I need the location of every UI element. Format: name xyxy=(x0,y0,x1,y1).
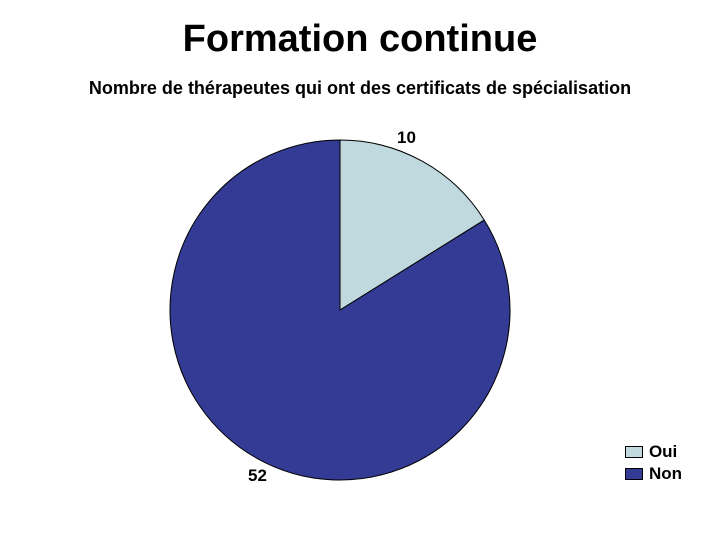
legend-swatch-oui xyxy=(625,446,643,458)
legend-item-oui: Oui xyxy=(625,442,682,462)
pie-label-oui: 10 xyxy=(397,128,416,148)
page-title: Formation continue xyxy=(0,18,720,61)
pie-chart-svg xyxy=(160,130,520,490)
legend-item-non: Non xyxy=(625,464,682,484)
legend-label-non: Non xyxy=(649,464,682,484)
legend-label-oui: Oui xyxy=(649,442,677,462)
pie-label-non: 52 xyxy=(248,466,267,486)
slide: Formation continue Nombre de thérapeutes… xyxy=(0,0,720,540)
pie-chart xyxy=(160,130,520,490)
legend-swatch-non xyxy=(625,468,643,480)
legend: Oui Non xyxy=(625,440,682,484)
page-subtitle: Nombre de thérapeutes qui ont des certif… xyxy=(0,78,720,99)
